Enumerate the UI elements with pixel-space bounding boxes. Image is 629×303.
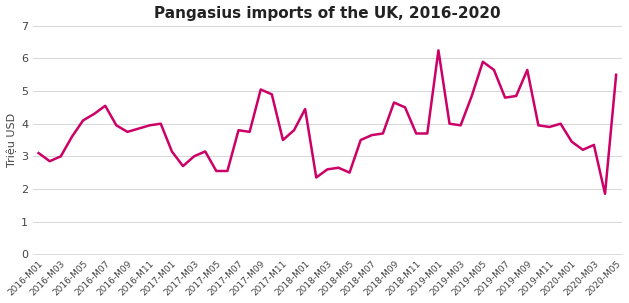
Y-axis label: Triệu USD: Triệu USD bbox=[6, 113, 17, 167]
Title: Pangasius imports of the UK, 2016-2020: Pangasius imports of the UK, 2016-2020 bbox=[154, 5, 501, 21]
